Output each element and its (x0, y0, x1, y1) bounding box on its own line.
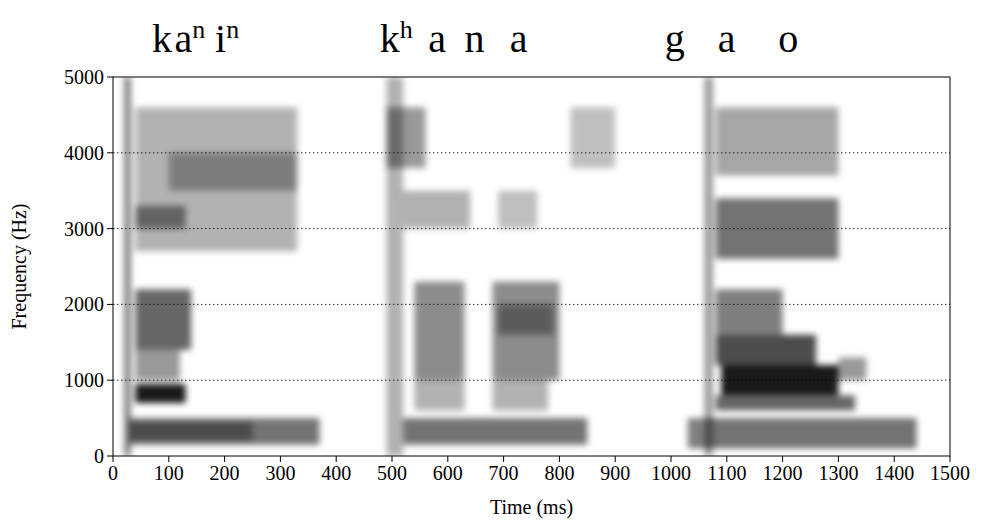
segment-label: k (152, 16, 172, 61)
y-tick (107, 456, 113, 457)
segment-base: a (718, 16, 736, 61)
y-tick-label: 4000 (64, 142, 104, 164)
energy-cell (130, 422, 253, 441)
segment-label: n (465, 16, 485, 61)
energy-cell (571, 107, 616, 168)
energy-cell (403, 191, 470, 229)
x-axis-title: Time (ms) (490, 496, 573, 519)
chart: 0 1000 2000 3000 4000 5000 0 100 200 300 400 500 600… (0, 0, 981, 527)
energy-cell (838, 357, 866, 380)
grid-line (113, 304, 950, 305)
segment-base: g (665, 16, 685, 61)
x-tick-label: 1500 (930, 462, 970, 484)
x-tick-label: 900 (600, 462, 630, 484)
x-tick-label: 400 (321, 462, 351, 484)
cells (124, 77, 916, 456)
segment-sup: h (400, 15, 413, 44)
segment-label: a (510, 16, 528, 61)
y-tick-label: 0 (94, 445, 104, 467)
energy-cell (716, 335, 816, 365)
energy-cell (710, 418, 916, 448)
segment-label: in (215, 15, 239, 61)
x-tick-label: 1000 (651, 462, 691, 484)
x-tick-label: 1100 (707, 462, 746, 484)
x-tick-label: 700 (489, 462, 519, 484)
grid-line (113, 152, 950, 153)
energy-cell (716, 289, 783, 334)
segment-label: o (778, 16, 798, 61)
x-tick-label: 800 (544, 462, 574, 484)
grid-line (113, 380, 950, 381)
segment-label: kh (380, 15, 413, 61)
energy-cell (135, 384, 185, 403)
y-tick-label: 1000 (64, 369, 104, 391)
energy-cell (135, 107, 297, 251)
energy-cell (704, 77, 712, 456)
segment-base: o (778, 16, 798, 61)
energy-cell (169, 153, 297, 191)
segment-label: an (174, 15, 205, 61)
x-tick-label: 100 (154, 462, 184, 484)
y-axis-title: Frequency (Hz) (8, 203, 31, 329)
x-tick-label: 0 (108, 462, 118, 484)
segment-base: a (174, 16, 192, 61)
y-tick (107, 380, 113, 381)
x-tick-label: 1400 (874, 462, 914, 484)
energy-cell (135, 289, 191, 350)
y-tick (107, 304, 113, 305)
segment-label: a (718, 16, 736, 61)
segment-base: k (152, 16, 172, 61)
y-tick-label: 2000 (64, 293, 104, 315)
x-tick-label: 200 (210, 462, 240, 484)
energy-cell (130, 418, 320, 445)
y-tick-label: 5000 (64, 66, 104, 88)
energy-cell (414, 380, 464, 410)
x-tick-label: 600 (433, 462, 463, 484)
energy-cell (135, 350, 180, 380)
segment-sup: n (192, 15, 205, 44)
segment-base: a (428, 16, 446, 61)
energy-cell (498, 304, 554, 334)
energy-cell (124, 77, 131, 456)
segment-base: i (215, 16, 226, 61)
x-tick-label: 500 (377, 462, 407, 484)
energy-cell (498, 191, 537, 229)
segment-label: a (428, 16, 446, 61)
segment-base: k (380, 16, 400, 61)
y-tick-label: 3000 (64, 218, 104, 240)
x-tick-label: 300 (265, 462, 295, 484)
segment-base: n (465, 16, 485, 61)
y-tick (107, 152, 113, 153)
x-tick-label: 1300 (818, 462, 858, 484)
y-tick (107, 77, 113, 78)
energy-cell (492, 282, 559, 381)
energy-cell (414, 282, 464, 381)
segment-base: a (510, 16, 528, 61)
segment-label: g (665, 16, 685, 61)
energy-cell (716, 107, 839, 175)
energy-cell (135, 206, 185, 229)
x-tick-label: 1200 (763, 462, 803, 484)
spectrogram (124, 77, 916, 456)
energy-cell (386, 107, 425, 168)
energy-cell (721, 365, 838, 395)
grid-line (113, 228, 950, 229)
energy-cell (403, 418, 587, 445)
segment-sup: n (226, 15, 239, 44)
energy-cell (492, 380, 548, 410)
y-tick (107, 228, 113, 229)
plot-frame (113, 77, 950, 456)
energy-cell (716, 395, 856, 410)
